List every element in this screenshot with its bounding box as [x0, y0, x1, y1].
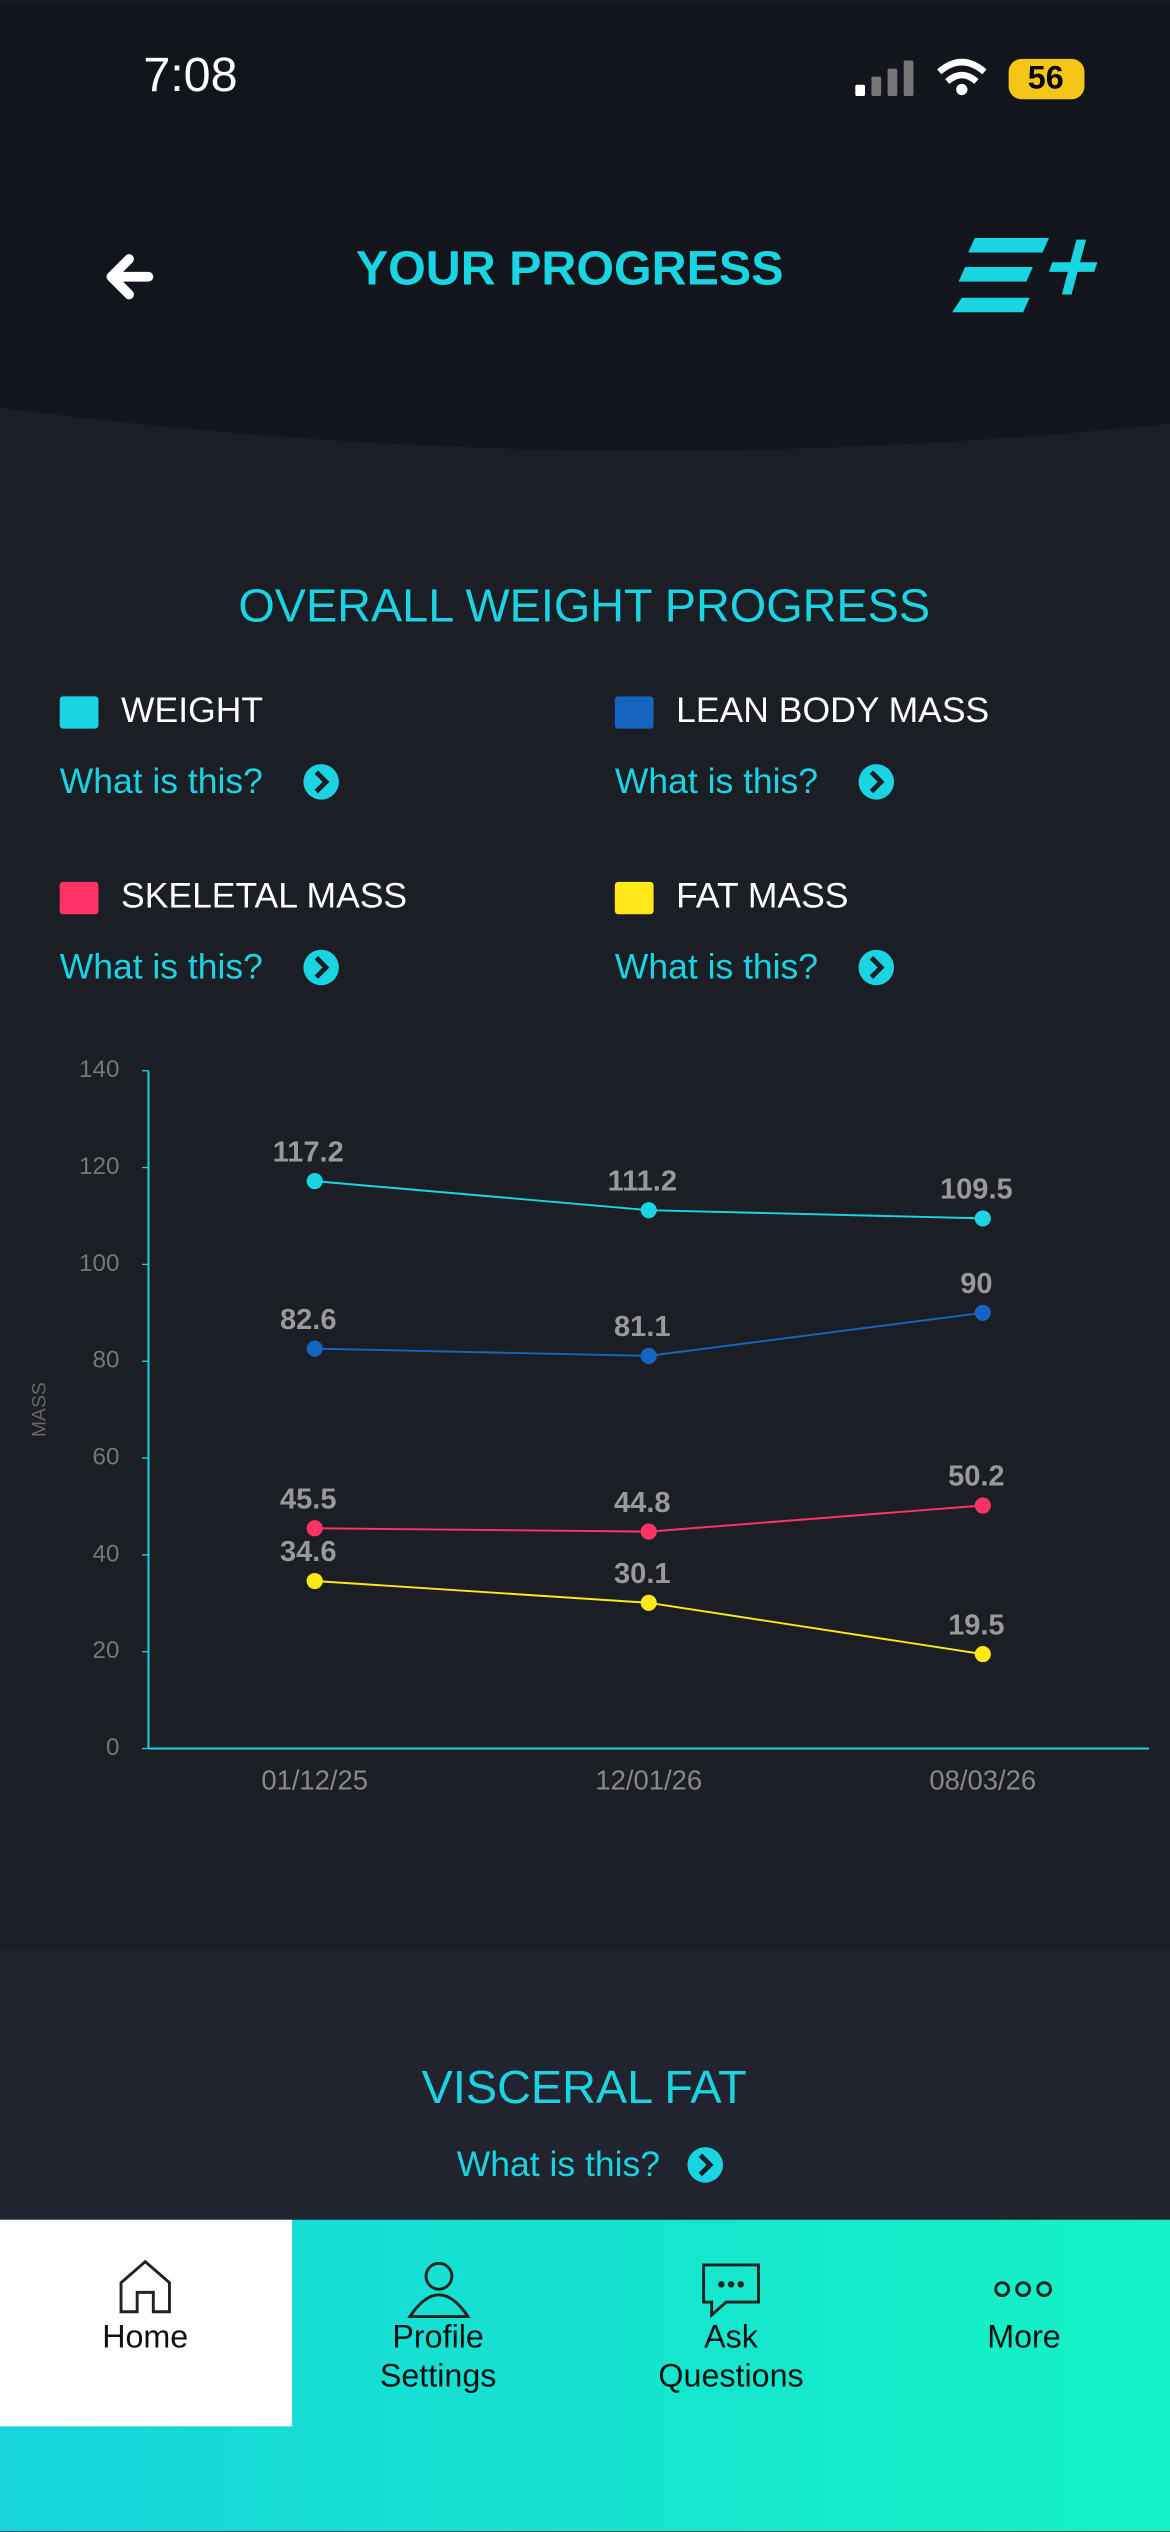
nav-active	[0, 2219, 293, 2427]
nav-button[interactable]	[293, 2220, 586, 2427]
help-icon[interactable]	[303, 949, 339, 986]
help-icon-arrow	[869, 956, 885, 979]
wifi	[956, 83, 968, 96]
more-icon	[994, 2281, 1053, 2298]
nav-button[interactable]	[0, 2220, 293, 2427]
data-point	[974, 1210, 991, 1227]
back-button[interactable]	[106, 254, 154, 300]
data-point	[640, 1594, 657, 1611]
wifi	[937, 58, 987, 84]
battery-level: 56	[1028, 59, 1064, 95]
data-label: 81.1	[614, 1311, 671, 1343]
home-icon	[119, 2259, 171, 2314]
legend-swatch	[59, 881, 99, 915]
legend-label: WEIGHT	[121, 690, 263, 730]
nav-label[interactable]: Questions	[658, 2357, 803, 2393]
data-point	[306, 1572, 323, 1590]
legend-swatch	[59, 696, 99, 729]
data-label: 82.6	[280, 1304, 337, 1336]
battery	[1008, 58, 1085, 100]
help-icon-arrow	[314, 956, 330, 979]
help-icon[interactable]	[303, 764, 339, 800]
help-icon[interactable]	[687, 2147, 723, 2183]
legend-label: SKELETAL MASS	[121, 875, 407, 915]
data-label: 111.2	[608, 1165, 677, 1197]
y-axis-label: MASS	[28, 1382, 50, 1437]
y-tick-label: 120	[79, 1153, 119, 1180]
data-point	[974, 1304, 991, 1321]
y-tick-label: 80	[93, 1347, 120, 1374]
nav-label[interactable]: Ask	[704, 2319, 759, 2355]
legend-label: FAT MASS	[676, 875, 848, 915]
y-tick-label: 40	[93, 1540, 120, 1567]
y-tick-label: 0	[106, 1734, 119, 1761]
chart-title: OVERALL WEIGHT PROGRESS	[238, 580, 930, 632]
x-tick-label: 08/03/26	[929, 1765, 1036, 1796]
help-icon[interactable]	[858, 764, 895, 800]
y-tick-label: 20	[93, 1637, 120, 1664]
x-tick-label: 01/12/25	[261, 1765, 368, 1796]
chat-icon	[702, 2263, 760, 2319]
visceral-section	[0, 1950, 1170, 2220]
data-point	[640, 1202, 657, 1219]
nav-button[interactable]	[585, 2220, 878, 2427]
clock: 7:08	[143, 48, 237, 102]
y-tick-label: 100	[79, 1250, 119, 1277]
nav-label[interactable]: Settings	[380, 2357, 497, 2393]
chat-icon-dots	[718, 2281, 744, 2288]
help-link[interactable]: What is this?	[60, 946, 263, 986]
nav-label[interactable]: More	[987, 2319, 1061, 2355]
data-point	[974, 1646, 991, 1663]
help-link[interactable]: What is this?	[457, 2144, 660, 2184]
y-tick-label: 60	[93, 1443, 120, 1470]
legend-swatch	[614, 696, 654, 729]
data-label: 44.8	[614, 1487, 671, 1519]
help-icon-arrow	[698, 2153, 714, 2177]
help-link[interactable]: What is this?	[615, 761, 818, 801]
data-point	[306, 1520, 323, 1537]
signal	[855, 60, 914, 96]
nav-label[interactable]: Home	[102, 2319, 188, 2355]
help-link[interactable]: What is this?	[615, 946, 818, 986]
legend-label: LEAN BODY MASS	[676, 690, 989, 730]
visceral-title: VISCERAL FAT	[422, 2061, 747, 2113]
data-label: 117.2	[273, 1136, 344, 1168]
help-icon[interactable]	[858, 949, 895, 986]
data-label: 19.5	[948, 1609, 1005, 1641]
data-label: 45.5	[280, 1483, 337, 1515]
data-label: 90	[960, 1268, 992, 1300]
profile-icon	[407, 2293, 471, 2319]
help-icon-arrow	[869, 770, 885, 794]
legend-swatch	[614, 881, 654, 915]
data-point	[306, 1340, 323, 1357]
logo	[952, 238, 1098, 313]
nav-button[interactable]	[878, 2220, 1170, 2427]
x-tick-label: 12/01/26	[595, 1765, 702, 1796]
data-point	[974, 1497, 991, 1514]
data-point	[306, 1173, 323, 1190]
header-background	[0, 0, 1170, 451]
data-label: 109.5	[940, 1174, 1013, 1206]
header-title: YOUR PROGRESS	[356, 242, 784, 296]
data-label: 50.2	[948, 1461, 1005, 1493]
help-icon-arrow	[314, 770, 330, 794]
nav-label[interactable]: Profile	[392, 2319, 483, 2355]
data-label: 30.1	[614, 1558, 671, 1590]
data-point	[640, 1523, 657, 1540]
help-link[interactable]: What is this?	[60, 761, 263, 801]
data-point	[640, 1347, 657, 1364]
y-tick-label: 140	[79, 1056, 119, 1083]
data-label: 34.6	[280, 1536, 337, 1568]
profile-icon	[424, 2261, 454, 2291]
